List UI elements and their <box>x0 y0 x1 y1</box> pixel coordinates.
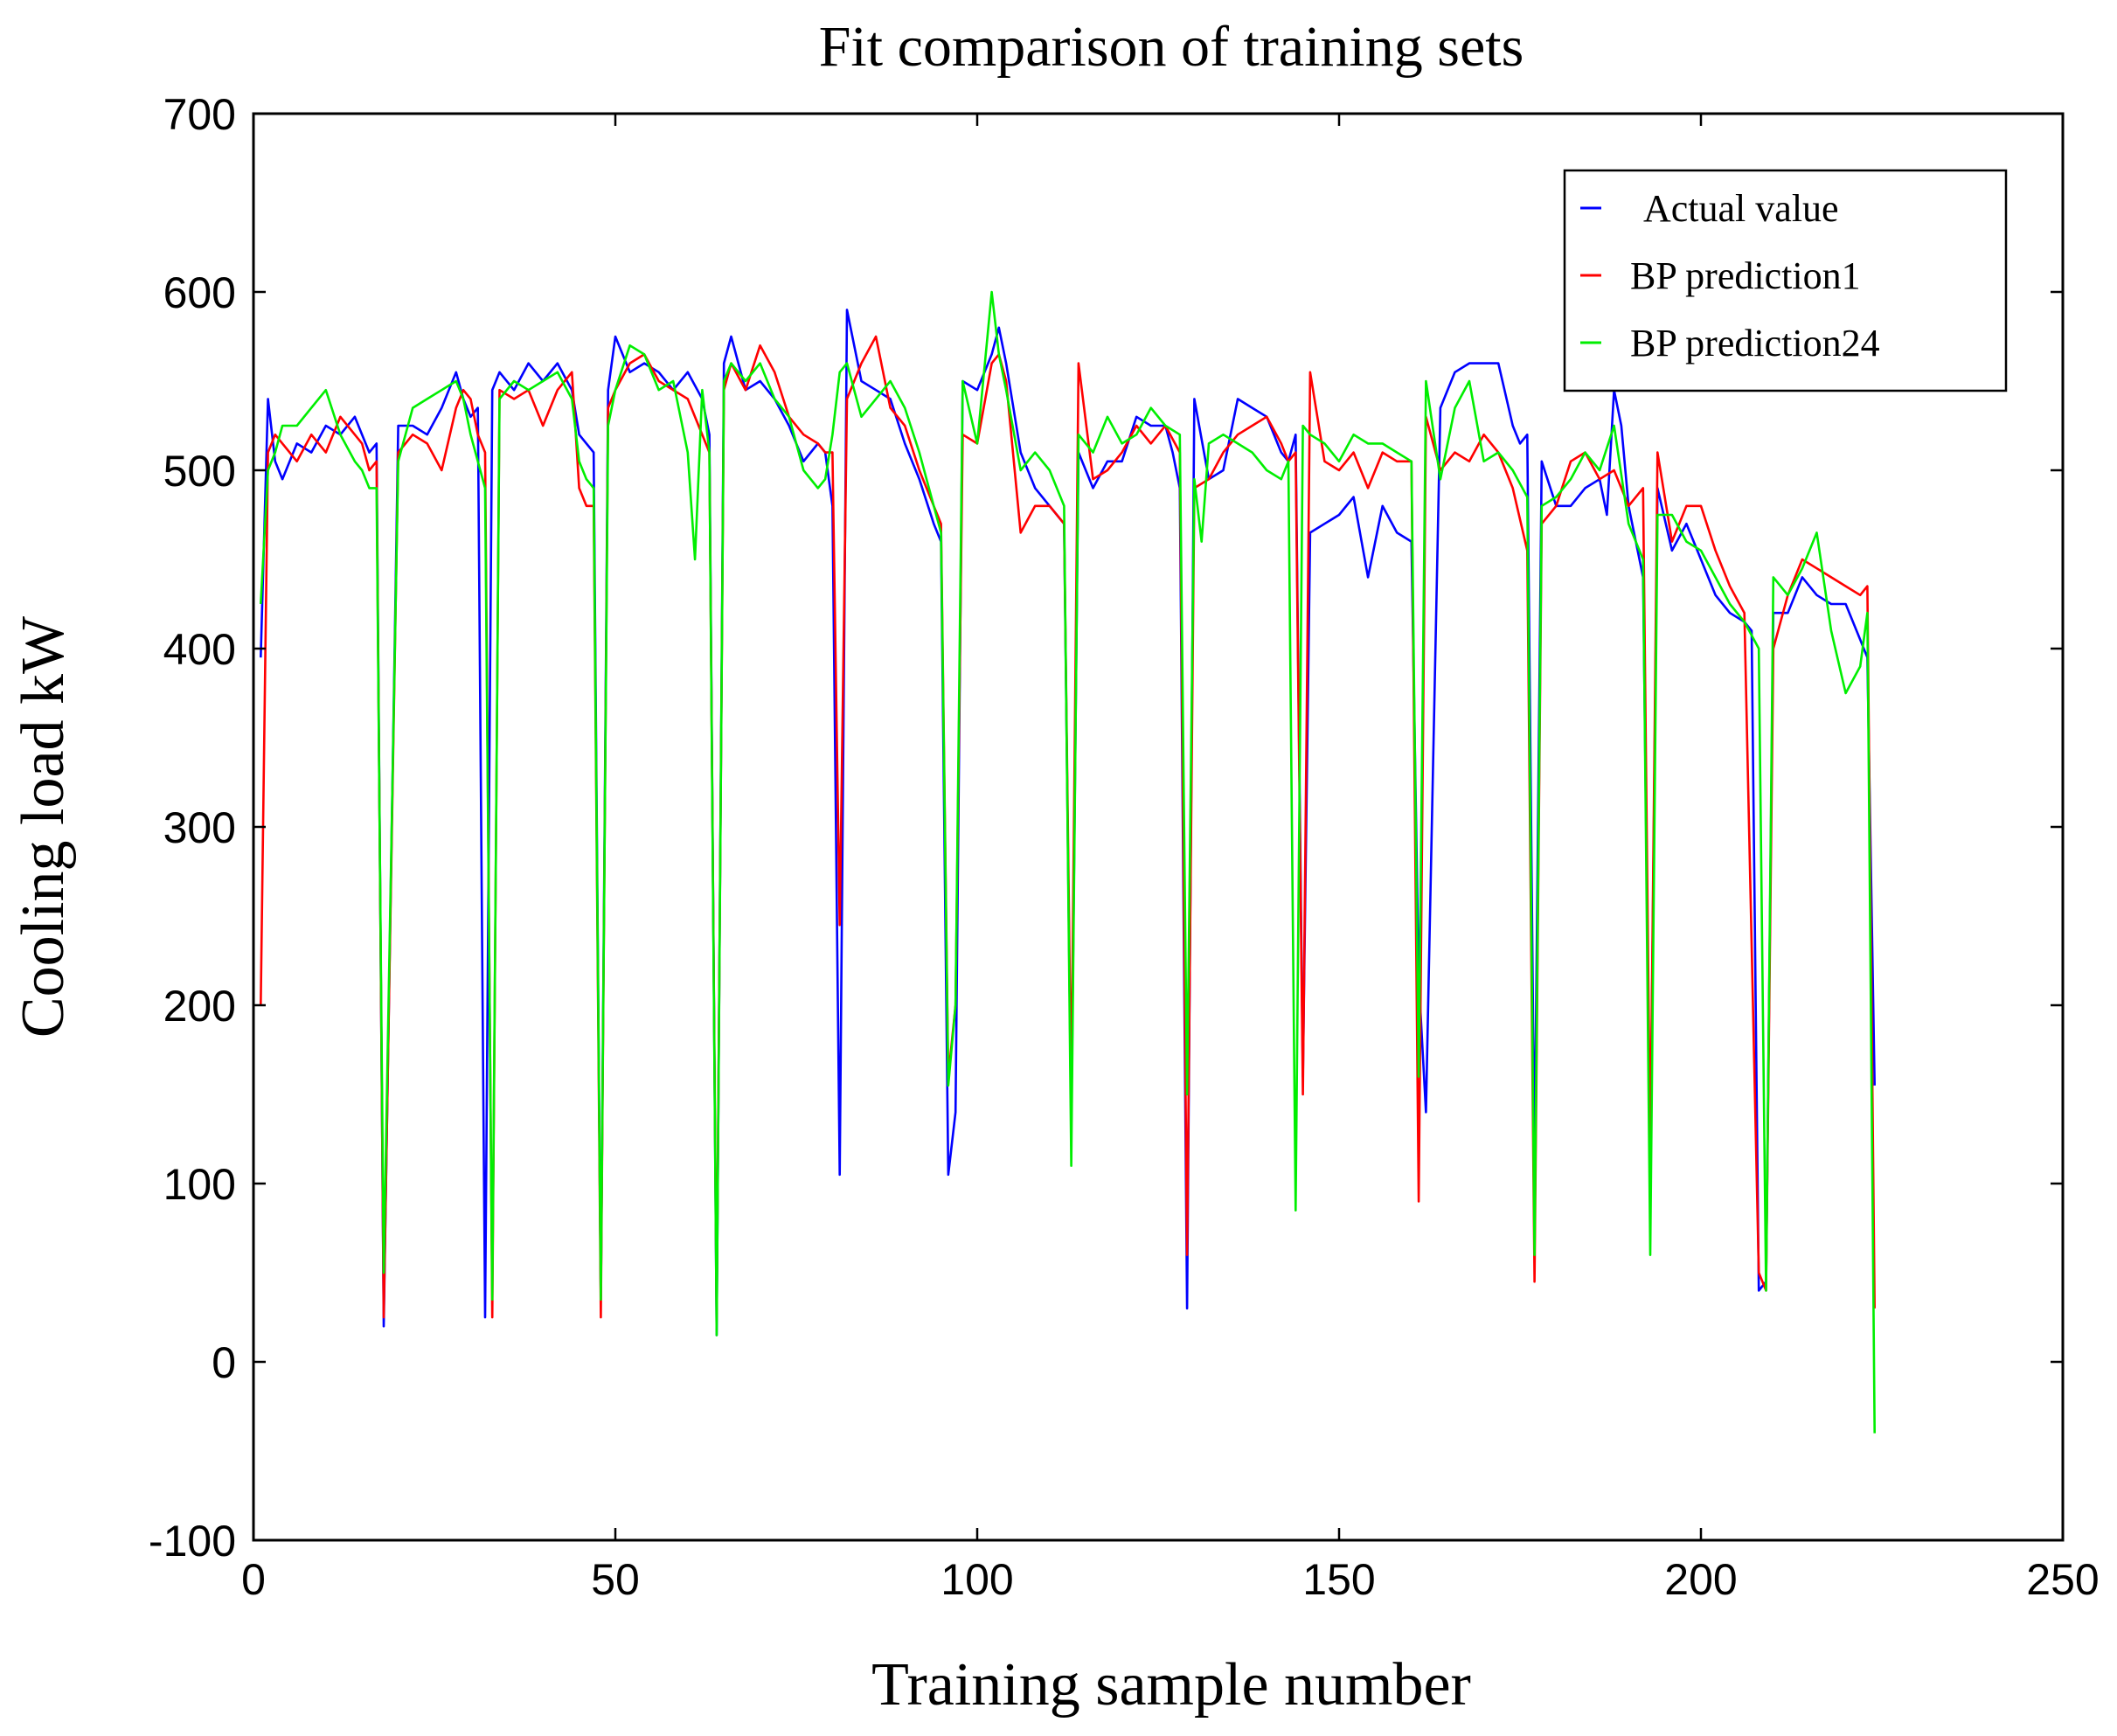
y-tick-label: 100 <box>163 1160 236 1209</box>
x-tick-label: 0 <box>241 1555 266 1604</box>
legend-box <box>1563 169 2008 392</box>
y-tick-label: 400 <box>163 625 236 674</box>
legend-label-actual: Actual value <box>1643 187 1839 230</box>
y-tick-label: 600 <box>163 268 236 317</box>
y-tick-label: -100 <box>149 1517 236 1566</box>
series-line-2 <box>260 290 1876 1434</box>
x-tick-label: 150 <box>1302 1555 1375 1604</box>
x-tick-label: 250 <box>2026 1555 2099 1604</box>
legend-label-bp24: BP prediction24 <box>1630 322 1880 365</box>
y-tick-label: 300 <box>163 803 236 852</box>
legend: Actual value BP prediction1 BP predictio… <box>1563 169 2008 392</box>
y-tick-label: 700 <box>163 90 236 139</box>
chart-title: Fit comparison of training sets <box>819 15 1524 79</box>
x-tick-label: 50 <box>591 1555 640 1604</box>
ticks-layer: 0 50 100 150 200 250-100010020030040050060070… <box>149 90 2100 1604</box>
y-tick-label: 0 <box>212 1338 236 1387</box>
plot-area: 0 50 100 150 200 250-100010020030040050060070… <box>149 90 2100 1604</box>
y-tick-label: 200 <box>163 982 236 1031</box>
x-tick-label: 200 <box>1664 1555 1737 1604</box>
x-tick-label: 100 <box>941 1555 1013 1604</box>
series-layer <box>260 290 1876 1434</box>
y-axis-label: Cooling load kW <box>10 616 77 1038</box>
x-axis-label: Training sample number <box>871 1651 1471 1719</box>
y-tick-label: 500 <box>163 447 236 496</box>
legend-label-bp1: BP prediction1 <box>1630 254 1861 297</box>
